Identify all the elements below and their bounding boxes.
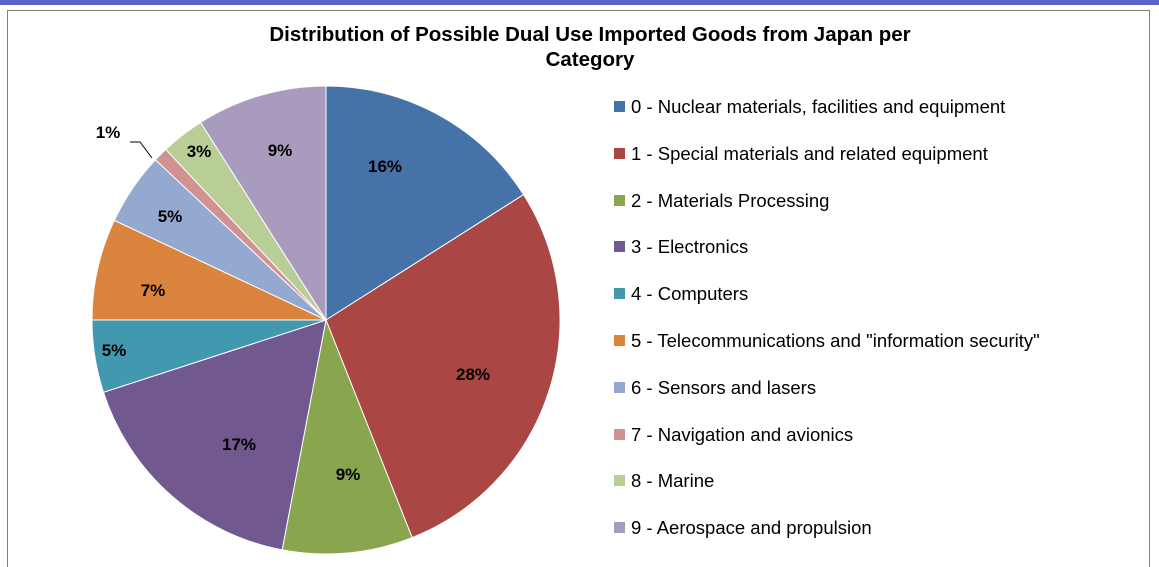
slice-label-9: 9% xyxy=(268,141,293,160)
legend-swatch xyxy=(614,288,625,300)
legend-swatch xyxy=(614,241,625,253)
legend-label: 4 - Computers xyxy=(631,283,749,305)
leader-line xyxy=(130,141,153,159)
slice-label-5: 7% xyxy=(141,281,166,300)
chart-title-line-2: Category xyxy=(545,48,635,71)
pie-slice-3 xyxy=(102,319,327,551)
legend-swatch xyxy=(614,475,625,487)
pie-slice-0 xyxy=(325,85,525,321)
legend-label: 7 - Navigation and avionics xyxy=(631,423,854,445)
legend-swatch xyxy=(614,335,625,346)
slice-label-1: 28% xyxy=(456,365,490,384)
legend-swatch xyxy=(614,101,625,112)
legend-swatch xyxy=(614,522,625,534)
slice-label-2: 9% xyxy=(336,465,361,484)
slice-label-3: 17% xyxy=(222,435,256,454)
slice-label-7: 1% xyxy=(96,123,121,142)
legend-swatch xyxy=(614,381,625,393)
legend-label: 1 - Special materials and related equipm… xyxy=(631,142,988,164)
legend-label: 0 - Nuclear materials, facilities and eq… xyxy=(631,96,1006,117)
legend-label: 9 - Aerospace and propulsion xyxy=(631,517,872,539)
chart-title: Distribution of Possible Dual Use Import… xyxy=(120,22,1060,72)
legend-label: 8 - Marine xyxy=(631,470,715,492)
slice-label-8: 3% xyxy=(187,142,212,161)
pie-slice-9 xyxy=(199,85,327,322)
slice-label-6: 5% xyxy=(158,207,183,226)
chart-title-line-1: Distribution of Possible Dual Use Import… xyxy=(269,23,911,46)
top-border xyxy=(0,0,1159,5)
slice-label-4: 5% xyxy=(102,341,127,360)
legend-swatch xyxy=(614,147,625,159)
legend-label: 5 - Telecommunications and "information … xyxy=(631,330,1040,351)
pie-slice-2 xyxy=(281,318,413,555)
pie-slice-5 xyxy=(91,219,327,321)
legend-swatch xyxy=(614,194,625,206)
pie-slice-1 xyxy=(325,193,561,539)
chart-frame xyxy=(7,10,1150,567)
legend-swatch xyxy=(614,428,625,440)
legend-label: 3 - Electronics xyxy=(631,236,749,258)
legend-label: 2 - Materials Processing xyxy=(631,189,830,211)
legend-label: 6 - Sensors and lasers xyxy=(631,376,817,398)
slice-label-0: 16% xyxy=(368,157,402,176)
